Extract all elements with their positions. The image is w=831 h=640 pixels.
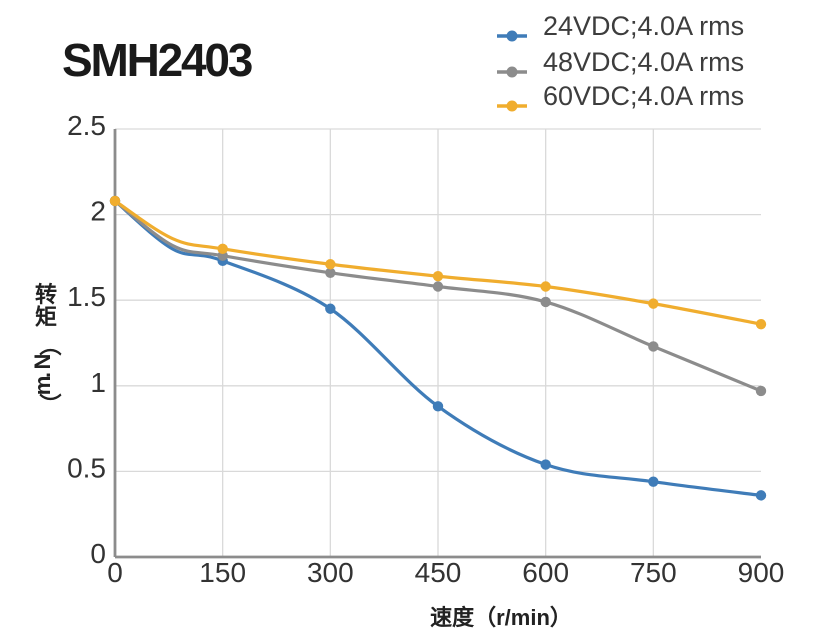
svg-text:60VDC;4.0A rms: 60VDC;4.0A rms bbox=[543, 81, 744, 111]
svg-text:（: （ bbox=[37, 334, 62, 356]
svg-text:1.5: 1.5 bbox=[67, 281, 106, 312]
svg-text:转: 转 bbox=[35, 282, 57, 307]
svg-text:2.5: 2.5 bbox=[67, 110, 106, 141]
svg-text:900: 900 bbox=[738, 557, 785, 588]
svg-text:600: 600 bbox=[522, 557, 569, 588]
svg-text:750: 750 bbox=[630, 557, 677, 588]
svg-text:）: ） bbox=[37, 393, 62, 415]
svg-text:0: 0 bbox=[107, 557, 123, 588]
svg-text:1: 1 bbox=[90, 367, 106, 398]
svg-text:150: 150 bbox=[199, 557, 246, 588]
svg-text:450: 450 bbox=[415, 557, 462, 588]
svg-text:速度（r/min）: 速度（r/min） bbox=[430, 605, 572, 630]
svg-text:N: N bbox=[30, 354, 55, 370]
svg-text:300: 300 bbox=[307, 557, 354, 588]
svg-text:0.5: 0.5 bbox=[67, 452, 106, 483]
svg-text:2: 2 bbox=[90, 196, 106, 227]
svg-text:48VDC;4.0A rms: 48VDC;4.0A rms bbox=[543, 47, 744, 77]
svg-text:24VDC;4.0A rms: 24VDC;4.0A rms bbox=[543, 11, 744, 41]
svg-text:0: 0 bbox=[90, 538, 106, 569]
svg-text:矩: 矩 bbox=[35, 305, 57, 330]
